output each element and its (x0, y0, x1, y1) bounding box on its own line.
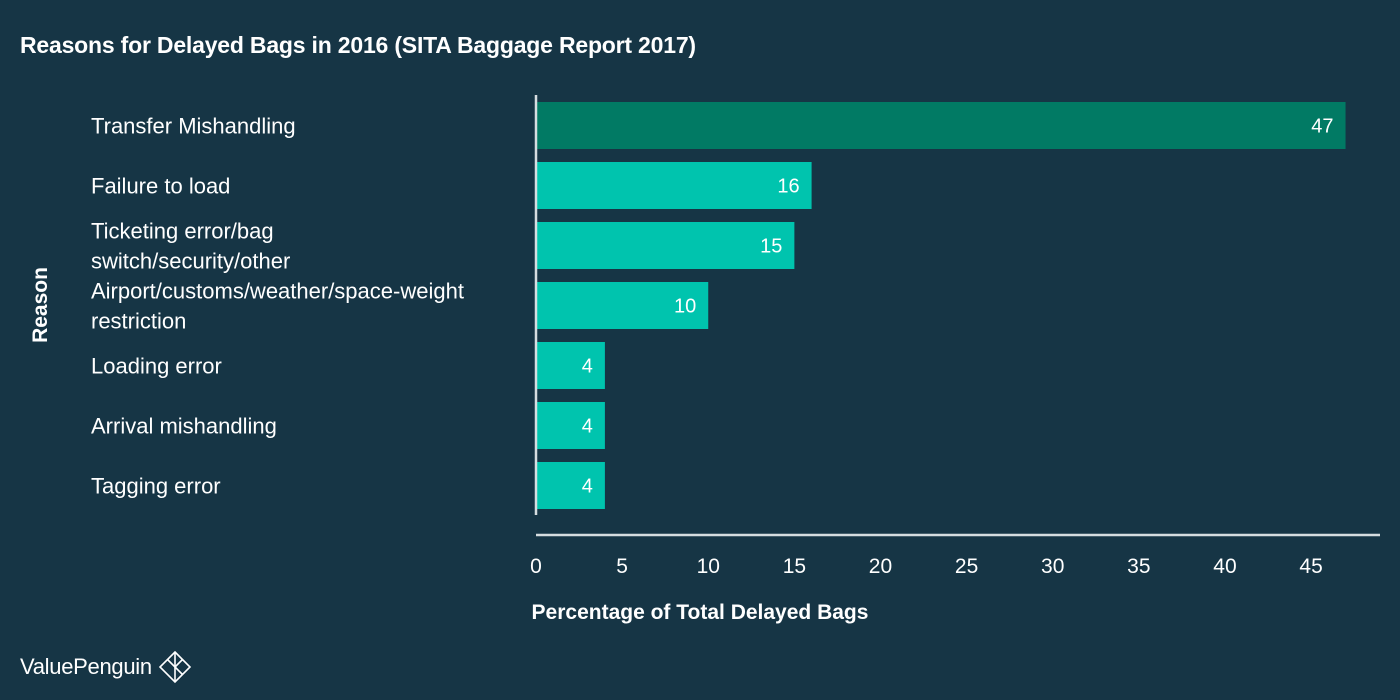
x-tick-label: 15 (783, 555, 806, 578)
brand-name: ValuePenguin (20, 654, 152, 679)
bar (536, 282, 709, 329)
data-label: 16 (777, 176, 799, 198)
category-label: Tagging error (91, 474, 221, 499)
x-tick-label: 20 (869, 555, 892, 578)
x-tick-label: 30 (1041, 555, 1064, 578)
category-label: Failure to load (91, 174, 230, 199)
data-label: 47 (1311, 116, 1333, 138)
bar (536, 402, 605, 449)
y-axis-title: Reason (29, 267, 52, 343)
data-label: 4 (582, 416, 593, 438)
x-tick-label: 45 (1299, 555, 1322, 578)
category-label: Loading error (91, 354, 222, 379)
category-label: Arrival mishandling (91, 414, 277, 439)
brand-logo: ValuePenguin (20, 650, 192, 684)
data-label: 10 (674, 296, 696, 318)
bar (536, 462, 605, 509)
x-axis-title: Percentage of Total Delayed Bags (532, 601, 869, 624)
x-tick-label: 5 (616, 555, 628, 578)
category-label: Ticketing error/bag switch/security/other (91, 219, 290, 274)
x-tick-label: 0 (530, 555, 542, 578)
bar (536, 102, 1346, 149)
x-tick-label: 10 (697, 555, 720, 578)
bar (536, 222, 795, 269)
chart-title: Reasons for Delayed Bags in 2016 (SITA B… (20, 32, 696, 58)
valuepenguin-diamond-icon (158, 650, 191, 684)
category-label: Transfer Mishandling (91, 114, 296, 139)
data-label: 4 (582, 356, 593, 378)
x-tick-label: 35 (1127, 555, 1150, 578)
x-tick-label: 40 (1213, 555, 1236, 578)
data-label: 15 (760, 236, 782, 258)
bar (536, 162, 812, 209)
bar (536, 342, 605, 389)
category-label: Airport/customs/weather/space-weight rest… (91, 279, 464, 334)
x-tick-label: 25 (955, 555, 978, 578)
data-label: 4 (582, 476, 593, 498)
